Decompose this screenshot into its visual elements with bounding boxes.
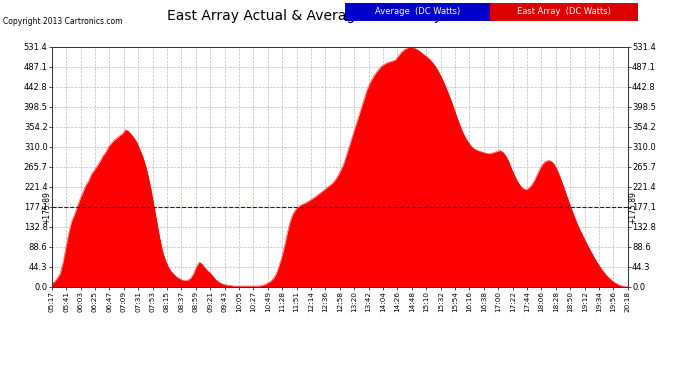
Text: Average  (DC Watts): Average (DC Watts) (375, 7, 460, 16)
Text: East Array  (DC Watts): East Array (DC Watts) (517, 7, 611, 16)
Text: East Array Actual & Average Power Fri Jun 21 20:26: East Array Actual & Average Power Fri Ju… (167, 9, 523, 23)
Text: Copyright 2013 Cartronics.com: Copyright 2013 Cartronics.com (3, 17, 123, 26)
Text: +175.89: +175.89 (42, 191, 51, 224)
Text: +175.89: +175.89 (629, 191, 638, 224)
